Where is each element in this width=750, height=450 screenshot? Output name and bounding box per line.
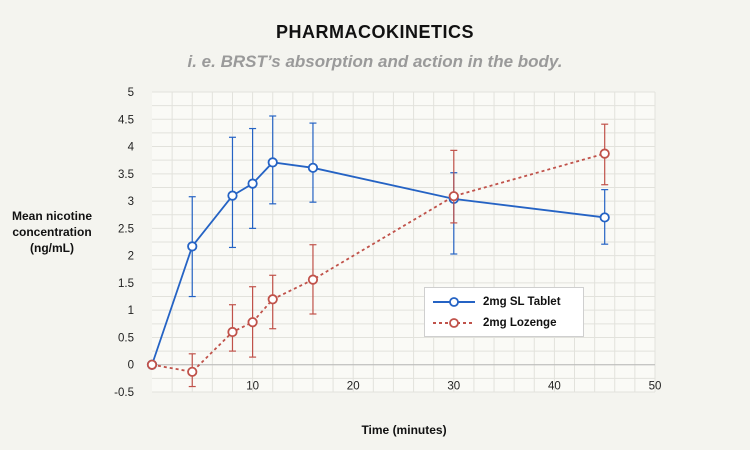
legend-item-tablet: 2mg SL Tablet — [433, 291, 575, 312]
chart-title: PHARMACOKINETICS — [275, 22, 474, 42]
chart-subtitle: i. e. BRST’s absorption and action in th… — [187, 52, 563, 71]
y-tick-label: -0.5 — [114, 387, 134, 399]
chart-legend: 2mg SL Tablet 2mg Lozenge — [424, 287, 584, 337]
y-tick-label: 0 — [128, 360, 134, 372]
y-tick-label: 1 — [128, 305, 134, 317]
y-tick-label: 2 — [128, 251, 134, 263]
x-tick-label: 10 — [246, 381, 259, 393]
y-axis-label-line: (ng/mL) — [30, 241, 74, 255]
data-point — [307, 274, 319, 285]
legend-label-tablet: 2mg SL Tablet — [483, 295, 561, 308]
data-point — [267, 294, 278, 305]
x-tick-label: 20 — [347, 381, 360, 393]
x-tick-label: 30 — [447, 381, 460, 393]
legend-label-lozenge: 2mg Lozenge — [483, 316, 557, 329]
y-tick-label: 2.5 — [118, 223, 134, 235]
data-point — [247, 317, 258, 328]
y-tick-label: 1.5 — [118, 278, 134, 290]
data-point — [146, 359, 158, 370]
legend-item-lozenge: 2mg Lozenge — [433, 312, 575, 333]
x-axis-label: Time (minutes) — [361, 423, 447, 437]
data-point — [187, 366, 198, 377]
series-line — [151, 161, 605, 366]
legend-swatch-tablet — [433, 296, 475, 307]
y-axis-label-line: Mean nicotine — [11, 209, 92, 223]
data-point — [227, 190, 238, 201]
y-tick-label: 3.5 — [118, 169, 134, 181]
y-tick-label: 3 — [128, 196, 134, 208]
data-point — [307, 162, 319, 173]
y-tick-label: 4 — [128, 142, 135, 154]
x-tick-label: 40 — [548, 381, 561, 393]
data-point — [448, 191, 459, 202]
data-point — [247, 178, 258, 189]
legend-swatch-lozenge — [433, 317, 475, 328]
series-line — [151, 152, 605, 373]
data-point — [187, 241, 198, 252]
data-point — [599, 148, 610, 159]
y-axis-label-line: concentration — [12, 225, 92, 239]
y-tick-label: 5 — [128, 87, 134, 99]
data-point — [599, 212, 610, 223]
series-lozenge — [146, 123, 610, 388]
y-tick-label: 0.5 — [118, 332, 134, 344]
x-tick-label: 50 — [649, 381, 662, 393]
y-tick-label: 4.5 — [118, 114, 134, 126]
data-point — [227, 326, 238, 338]
y-axis-label: Mean nicotine concentration (ng/mL) — [8, 208, 96, 256]
data-point — [267, 157, 278, 168]
